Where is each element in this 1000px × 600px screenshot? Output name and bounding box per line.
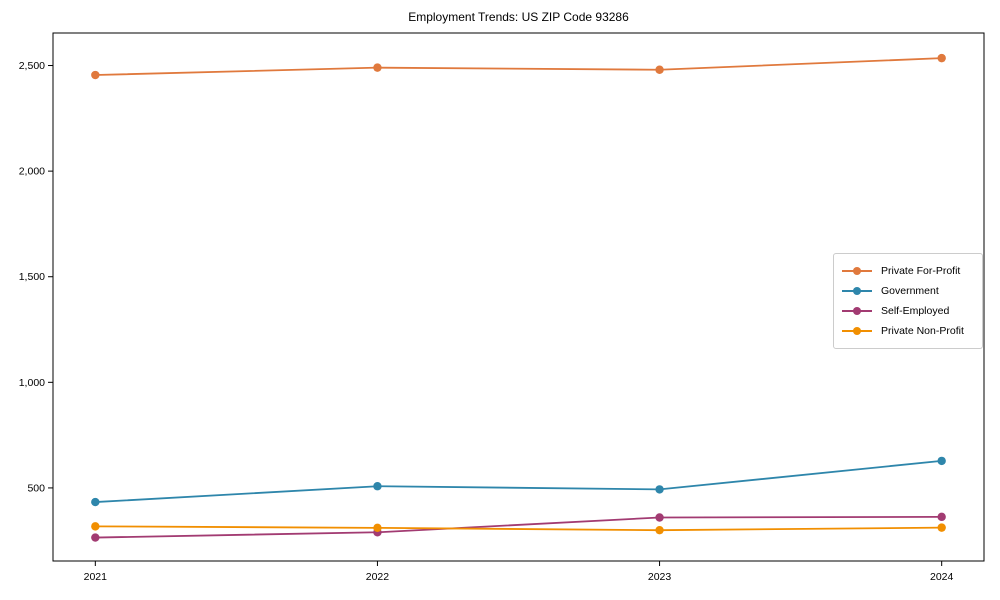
series-line-government: [95, 459, 942, 503]
data-point-marker: [91, 497, 100, 507]
legend-item-government: Government: [842, 281, 974, 301]
legend-label: Private For-Profit: [881, 265, 961, 277]
x-axis-tick-label: 2023: [648, 571, 672, 583]
data-point-marker: [937, 523, 946, 532]
y-axis-tick-label: 2,000: [19, 166, 45, 178]
legend-item-private-non-profit: Private Non-Profit: [842, 321, 974, 341]
data-point-marker: [91, 533, 100, 542]
legend-line-marker-icon: [842, 327, 872, 335]
data-point-marker: [373, 63, 382, 72]
data-point-marker: [655, 485, 664, 494]
legend-line-marker-icon: [842, 267, 872, 275]
chart-title: Employment Trends: US ZIP Code 93286: [408, 10, 629, 24]
legend-dot-icon: [853, 267, 861, 275]
x-axis-tick-label: 2021: [84, 571, 108, 583]
legend-dot-icon: [853, 327, 861, 335]
x-axis-tick-label: 2024: [930, 571, 954, 583]
y-axis-tick-label: 1,500: [19, 271, 45, 283]
legend-dot-icon: [853, 307, 861, 315]
series-line-private-non-profit: [95, 525, 942, 532]
y-axis-tick-label: 2,500: [19, 60, 45, 72]
legend-item-self-employed: Self-Employed: [842, 301, 974, 321]
legend-label: Private Non-Profit: [881, 325, 964, 337]
data-point-marker: [655, 65, 664, 74]
legend-line-marker-icon: [842, 307, 872, 315]
data-point-marker: [91, 70, 100, 80]
data-point-marker: [373, 482, 382, 491]
legend-dot-icon: [853, 287, 861, 295]
legend-label: Government: [881, 285, 939, 297]
data-point-marker: [373, 523, 382, 533]
plot-frame: [52, 32, 985, 562]
data-point-marker: [937, 456, 946, 466]
series-line-private-for-profit: [95, 57, 942, 76]
legend-line-marker-icon: [842, 287, 872, 295]
y-axis-tick-label: 1,000: [19, 377, 45, 389]
legend: Private For-Profit Government Self-Employe…: [833, 253, 983, 349]
legend-label: Self-Employed: [881, 305, 950, 317]
data-point-marker: [91, 522, 100, 531]
y-axis-tick-label: 500: [27, 482, 45, 494]
series-line-self-employed: [95, 515, 942, 539]
data-point-marker: [655, 513, 664, 522]
legend-item-private-for-profit: Private For-Profit: [842, 261, 974, 281]
data-point-marker: [937, 512, 946, 522]
data-point-marker: [937, 53, 946, 63]
x-axis-tick-label: 2022: [366, 571, 390, 583]
data-point-marker: [655, 525, 664, 535]
